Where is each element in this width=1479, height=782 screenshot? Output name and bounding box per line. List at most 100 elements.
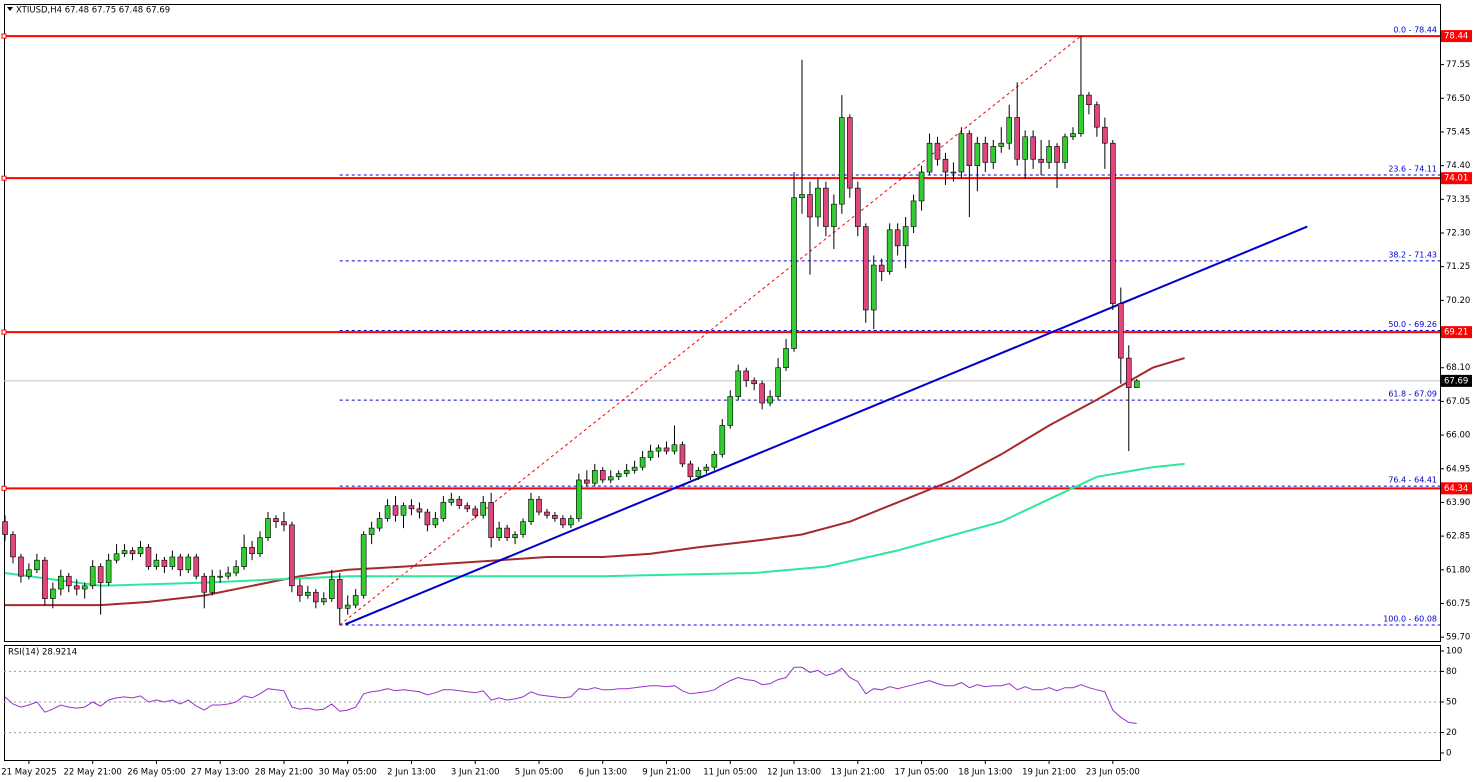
last-price-box bbox=[1441, 374, 1472, 387]
candle-body bbox=[536, 498, 542, 513]
candle-body bbox=[679, 444, 686, 465]
x-tick-label: 27 May 13:00 bbox=[191, 768, 249, 778]
candle-body bbox=[615, 473, 622, 478]
level-price-box bbox=[1441, 30, 1472, 43]
candle-body bbox=[687, 463, 694, 478]
candle-body bbox=[791, 197, 797, 349]
candle-body bbox=[591, 470, 598, 484]
candle-body bbox=[663, 447, 670, 452]
y-tick-label: 73.35 bbox=[1446, 195, 1470, 205]
fib-label: 100.0 - 60.08 bbox=[1383, 614, 1437, 623]
candle-body bbox=[34, 559, 40, 571]
candle-body bbox=[1046, 146, 1052, 163]
candle-body bbox=[89, 566, 96, 587]
candle-body bbox=[217, 575, 223, 578]
candle-body bbox=[129, 550, 136, 555]
candle-body bbox=[1078, 94, 1084, 134]
candle-body bbox=[400, 505, 407, 516]
candle-body bbox=[81, 585, 88, 590]
y-tick-label: 61.80 bbox=[1446, 565, 1470, 575]
main-panel-frame bbox=[4, 4, 1441, 642]
candle-body bbox=[1094, 104, 1100, 128]
fib-diagonal bbox=[339, 35, 1082, 626]
collapse-icon[interactable] bbox=[7, 7, 13, 11]
candle-body bbox=[1030, 136, 1036, 160]
candle-body bbox=[934, 142, 941, 160]
candle-body bbox=[560, 518, 566, 526]
x-tick-label: 26 May 05:00 bbox=[127, 768, 185, 778]
candle-body bbox=[735, 370, 742, 397]
candle-body bbox=[145, 547, 152, 567]
candle-body bbox=[655, 447, 662, 452]
y-tick-label: 59.70 bbox=[1446, 633, 1470, 643]
candle-body bbox=[520, 521, 526, 535]
level-price-label: 64.34 bbox=[1444, 484, 1468, 494]
candle-body bbox=[65, 575, 72, 587]
candle-body bbox=[440, 502, 447, 519]
fib-label: 50.0 - 69.26 bbox=[1388, 320, 1437, 329]
candle-body bbox=[2, 521, 8, 535]
candle-body bbox=[878, 264, 885, 272]
rsi-tick-label: 100 bbox=[1446, 647, 1462, 657]
x-tick-label: 2 Jun 13:00 bbox=[387, 768, 436, 778]
y-tick-label: 67.05 bbox=[1446, 397, 1470, 407]
candle-body bbox=[894, 229, 901, 247]
candle-body bbox=[10, 534, 16, 558]
y-tick-label: 76.50 bbox=[1446, 94, 1470, 104]
y-tick-label: 66.00 bbox=[1446, 431, 1470, 441]
candle-body bbox=[607, 476, 614, 481]
level-price-box bbox=[1441, 482, 1472, 495]
candle-body bbox=[982, 142, 989, 163]
candle-body bbox=[360, 534, 367, 596]
candle-body bbox=[1014, 117, 1020, 160]
candle-body bbox=[815, 187, 821, 218]
candle-body bbox=[1022, 136, 1028, 160]
candle-body bbox=[57, 575, 64, 590]
candle-body bbox=[966, 133, 973, 166]
candle-body bbox=[352, 595, 359, 606]
fib-label: 76.4 - 64.41 bbox=[1388, 476, 1437, 485]
chart-title: XTIUSD,H4 67.48 67.75 67.48 67.69 bbox=[16, 6, 170, 16]
candle-body bbox=[105, 559, 112, 583]
candle-body bbox=[958, 133, 965, 173]
candle-body bbox=[671, 444, 678, 452]
y-tick-label: 77.55 bbox=[1446, 60, 1470, 70]
last-price-label: 67.69 bbox=[1444, 376, 1468, 386]
level-price-label: 78.44 bbox=[1444, 32, 1468, 42]
y-tick-label: 68.10 bbox=[1446, 363, 1470, 373]
candle-body bbox=[870, 264, 877, 311]
level-price-label: 74.01 bbox=[1444, 174, 1468, 184]
rsi-panel-frame bbox=[4, 645, 1441, 761]
x-tick-label: 19 Jun 21:00 bbox=[1022, 768, 1076, 778]
candle-body bbox=[910, 200, 917, 227]
y-tick-label: 60.75 bbox=[1446, 599, 1470, 609]
x-tick-label: 9 Jun 21:00 bbox=[642, 768, 691, 778]
x-tick-label: 22 May 21:00 bbox=[64, 768, 122, 778]
candle-body bbox=[1133, 380, 1140, 388]
candle-body bbox=[97, 566, 104, 583]
candle-body bbox=[472, 508, 479, 516]
candle-body bbox=[990, 146, 997, 163]
candle-body bbox=[488, 502, 494, 539]
candle-body bbox=[50, 588, 56, 599]
x-tick-label: 5 Jun 05:00 bbox=[515, 768, 564, 778]
x-tick-label: 21 May 2025 bbox=[1, 768, 56, 778]
candle-body bbox=[456, 498, 463, 506]
candle-body bbox=[831, 203, 837, 227]
candle-body bbox=[328, 579, 335, 599]
candle-body bbox=[368, 527, 375, 535]
candle-body bbox=[416, 508, 423, 513]
candle-body bbox=[257, 537, 263, 555]
candle-body bbox=[233, 566, 239, 574]
candle-body bbox=[576, 479, 582, 519]
candle-body bbox=[320, 598, 327, 603]
candle-body bbox=[193, 556, 200, 577]
candle-body bbox=[185, 556, 192, 571]
candle-body bbox=[169, 556, 176, 567]
candle-body bbox=[273, 518, 279, 522]
candle-body bbox=[528, 498, 534, 522]
candle-body bbox=[313, 591, 319, 603]
level-handle bbox=[1, 33, 7, 39]
candle-body bbox=[177, 556, 184, 571]
